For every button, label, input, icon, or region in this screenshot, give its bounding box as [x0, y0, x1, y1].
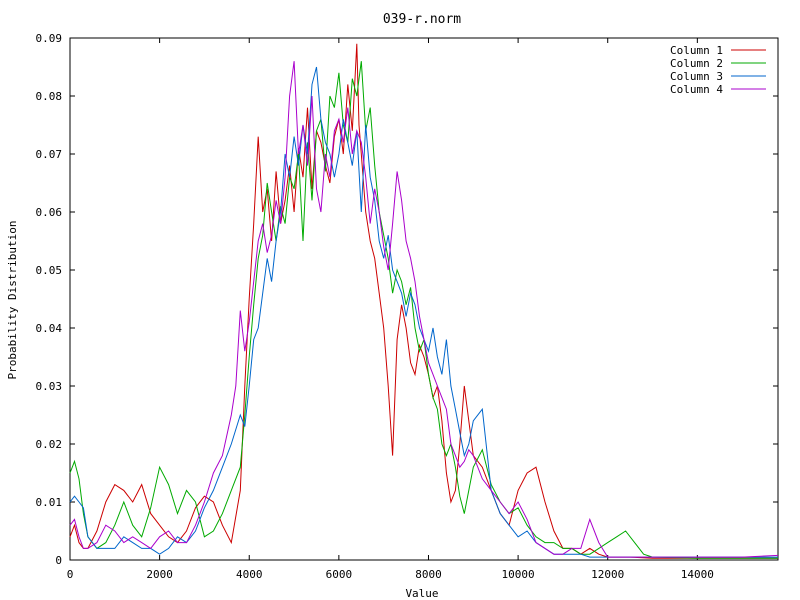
y-axis: 0 0.01 0.02 0.03 0.04 0.05 0.06 0.07 0.08 0.09 [36, 32, 778, 567]
y-tick-label: 0.03 [36, 380, 63, 393]
chart-title: 039-r.norm [383, 12, 461, 27]
y-tick-label: 0.07 [36, 148, 63, 161]
y-axis-label: Probability Distribution [6, 221, 19, 380]
x-tick-label: 12000 [591, 568, 624, 581]
x-tick-label: 6000 [326, 568, 353, 581]
x-tick-label: 2000 [146, 568, 173, 581]
y-tick-label: 0.01 [36, 496, 63, 509]
plot-frame [69, 37, 779, 561]
x-axis-label: Value [405, 587, 438, 600]
series-line-column-1 [69, 43, 778, 559]
x-tick-label: 4000 [236, 568, 263, 581]
y-tick-label: 0.06 [36, 206, 63, 219]
x-tick-label: 8000 [415, 568, 442, 581]
legend-label: Column 3 [670, 70, 723, 83]
legend-label: Column 1 [670, 44, 723, 57]
y-tick-label: 0.09 [36, 32, 63, 45]
y-tick-label: 0.04 [36, 322, 63, 335]
y-tick-label: 0.05 [36, 264, 63, 277]
x-tick-label: 14000 [681, 568, 714, 581]
x-axis: 0 2000 4000 6000 8000 10000 12000 14000 [67, 38, 714, 581]
y-tick-label: 0.02 [36, 438, 63, 451]
series-line-column-4 [69, 61, 779, 558]
series-line-column-2 [69, 61, 778, 559]
series-line-column-3 [69, 66, 778, 558]
legend-label: Column 4 [670, 83, 723, 96]
x-tick-label: 10000 [502, 568, 535, 581]
x-tick-label: 0 [67, 568, 74, 581]
series-lines [69, 43, 779, 559]
y-tick-label: 0.08 [36, 90, 63, 103]
y-tick-label: 0 [55, 554, 62, 567]
legend-label: Column 2 [670, 57, 723, 70]
